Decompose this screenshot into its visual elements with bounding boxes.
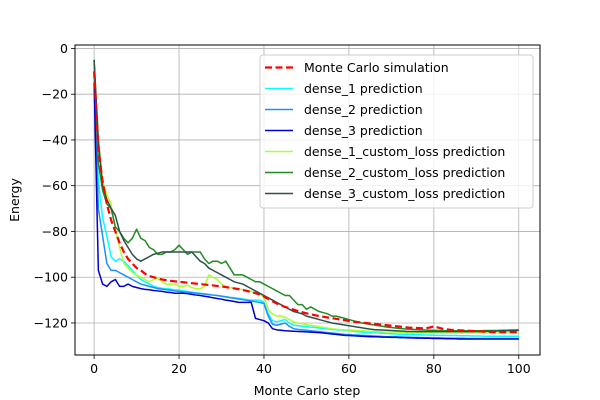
legend-label-dense-1-custom-loss-prediction: dense_1_custom_loss prediction: [304, 144, 505, 159]
x-tick-label: 100: [507, 361, 531, 376]
legend-label-dense-1-prediction: dense_1 prediction: [304, 81, 423, 96]
legend-label-monte-carlo-simulation: Monte Carlo simulation: [304, 60, 449, 75]
y-axis-label: Energy: [7, 178, 22, 222]
x-axis-ticks: 0 20 40 60 80 100: [90, 355, 531, 376]
y-axis-ticks: 0 −20 −40 −60 −80 −100 −120: [34, 41, 75, 330]
series-line-monte-carlo-simulation: [93, 71, 519, 334]
x-tick-label: 0: [90, 361, 98, 376]
series-line-dense-3-prediction: [93, 82, 519, 340]
y-tick-label: 0: [60, 41, 68, 56]
x-tick-label: 20: [171, 361, 187, 376]
x-tick-label: 60: [341, 361, 357, 376]
x-axis-label: Monte Carlo step: [254, 383, 361, 398]
series-line-dense-3-custom-loss-prediction: [93, 59, 519, 333]
legend-label-dense-3-custom-loss-prediction: dense_3_custom_loss prediction: [304, 186, 505, 201]
y-tick-label: −120: [34, 315, 68, 330]
plot-frame: [74, 44, 541, 356]
series-layer: [93, 59, 519, 340]
x-tick-label: 80: [426, 361, 442, 376]
y-tick-label: −80: [42, 224, 68, 239]
series-line-dense-1-custom-loss-prediction: [93, 59, 519, 334]
series-line-dense-2-custom-loss-prediction: [93, 59, 519, 332]
y-tick-label: −100: [34, 270, 68, 285]
y-tick-label: −40: [42, 132, 68, 147]
legend: Monte Carlo simulation dense_1 prediction…: [259, 54, 534, 209]
legend-label-dense-3-prediction: dense_3 prediction: [304, 123, 423, 138]
y-tick-label: −60: [42, 178, 68, 193]
legend-label-dense-2-prediction: dense_2 prediction: [304, 102, 423, 117]
legend-box: [259, 54, 534, 209]
legend-label-dense-2-custom-loss-prediction: dense_2_custom_loss prediction: [304, 165, 505, 180]
series-line-dense-1-prediction: [93, 82, 519, 337]
y-tick-label: −20: [42, 87, 68, 102]
x-tick-label: 40: [256, 361, 272, 376]
